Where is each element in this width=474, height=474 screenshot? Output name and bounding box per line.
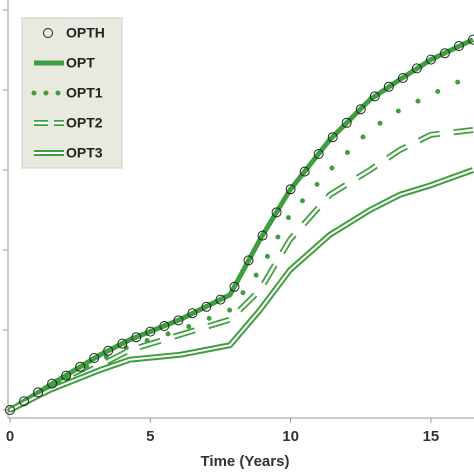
legend-label: OPT xyxy=(66,55,95,71)
x-tick-label: 0 xyxy=(6,428,14,445)
data-point xyxy=(159,321,170,331)
data-point xyxy=(89,353,100,363)
legend-label: OPT3 xyxy=(66,145,103,161)
data-point xyxy=(215,294,226,305)
x-tick-label: 10 xyxy=(282,428,299,445)
data-point xyxy=(243,255,254,266)
data-point xyxy=(187,308,198,319)
data-point xyxy=(327,132,338,143)
data-point xyxy=(201,301,212,312)
data-point xyxy=(355,104,366,115)
legend-symbol xyxy=(43,28,53,38)
data-point xyxy=(439,48,450,59)
legend-label: OPT1 xyxy=(66,85,103,101)
data-point xyxy=(271,207,282,218)
x-tick-label: 15 xyxy=(423,428,440,445)
series-line-inner xyxy=(9,128,474,412)
x-tick-label: 5 xyxy=(146,428,154,445)
data-point xyxy=(369,91,380,102)
legend-label: OPTH xyxy=(66,25,105,41)
data-point xyxy=(411,63,422,74)
data-point xyxy=(313,149,324,159)
data-point xyxy=(341,117,352,128)
data-point xyxy=(47,378,58,389)
data-point xyxy=(131,332,142,343)
data-point xyxy=(299,166,310,177)
data-point xyxy=(103,345,114,356)
data-point xyxy=(173,315,184,326)
legend-label: OPT2 xyxy=(66,115,103,131)
legend-box xyxy=(21,17,123,169)
data-point xyxy=(453,41,464,51)
data-point xyxy=(468,34,474,45)
data-point xyxy=(33,387,44,398)
data-point xyxy=(285,184,296,195)
series-line xyxy=(7,72,474,413)
data-point xyxy=(383,81,394,92)
data-point xyxy=(145,326,156,337)
data-point xyxy=(5,405,15,415)
x-axis-label: Time (Years) xyxy=(201,453,290,470)
data-point xyxy=(397,73,408,83)
data-point xyxy=(229,281,240,292)
data-point xyxy=(117,338,128,349)
legend: OPTH OPT OPT1 OPT2 OPT3 xyxy=(21,17,123,169)
data-point xyxy=(425,54,436,65)
series-line-inner xyxy=(9,169,474,411)
data-point xyxy=(257,230,268,241)
data-point xyxy=(61,370,72,381)
data-point xyxy=(75,361,86,372)
data-point xyxy=(19,396,30,407)
